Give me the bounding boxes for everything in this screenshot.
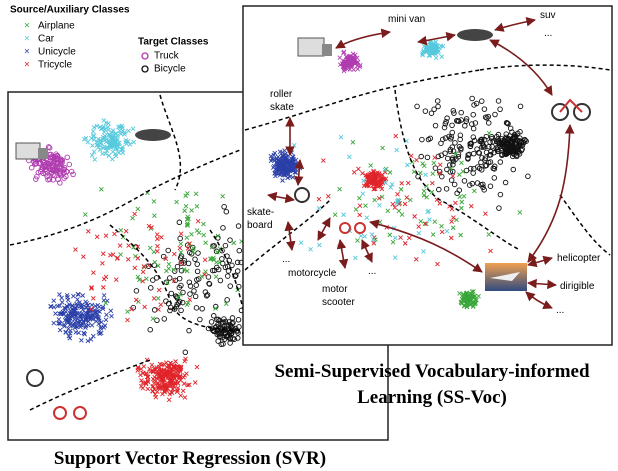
legend-title: Target Classes [138, 37, 209, 48]
annotation: ... [368, 266, 376, 277]
legend: Source/Auxiliary Classes × Airplane × Car × Un… [10, 5, 209, 75]
legend-marker: × [24, 34, 30, 45]
annotation: roller [270, 89, 293, 100]
annotation: board [247, 220, 273, 231]
legend-label: Unicycle [38, 47, 76, 58]
ssvoc-panel [243, 6, 612, 345]
annotation: ... [282, 254, 290, 265]
legend-marker: × [24, 21, 30, 32]
annotation: skate [270, 102, 294, 113]
legend-label: Truck [154, 51, 180, 62]
annotation: motor [322, 284, 348, 295]
legend-label: Tricycle [38, 60, 73, 71]
legend-marker: × [24, 60, 30, 71]
legend-title: Source/Auxiliary Classes [10, 5, 130, 16]
annotation: helicopter [557, 253, 601, 264]
legend-marker: × [24, 47, 30, 58]
legend-marker [142, 53, 148, 59]
annotation: motorcycle [288, 268, 337, 279]
annotation: suv [540, 10, 556, 21]
legend-label: Car [38, 34, 55, 45]
annotation: scooter [322, 297, 355, 308]
caption: Support Vector Regression (SVR) [54, 448, 326, 469]
legend-marker [142, 66, 148, 72]
annotation: dirigible [560, 281, 595, 292]
annotation: skate- [247, 207, 274, 218]
annotation: ... [556, 305, 564, 316]
caption: Learning (SS-Voc) [357, 387, 507, 408]
annotation: mini van [388, 14, 425, 25]
legend-label: Airplane [38, 21, 75, 32]
legend-label: Bicycle [154, 64, 186, 75]
caption: Semi-Supervised Vocabulary-informed [274, 361, 590, 382]
annotation: ... [544, 28, 552, 39]
figure: Source/Auxiliary Classes × Airplane × Car × Un… [0, 0, 618, 471]
